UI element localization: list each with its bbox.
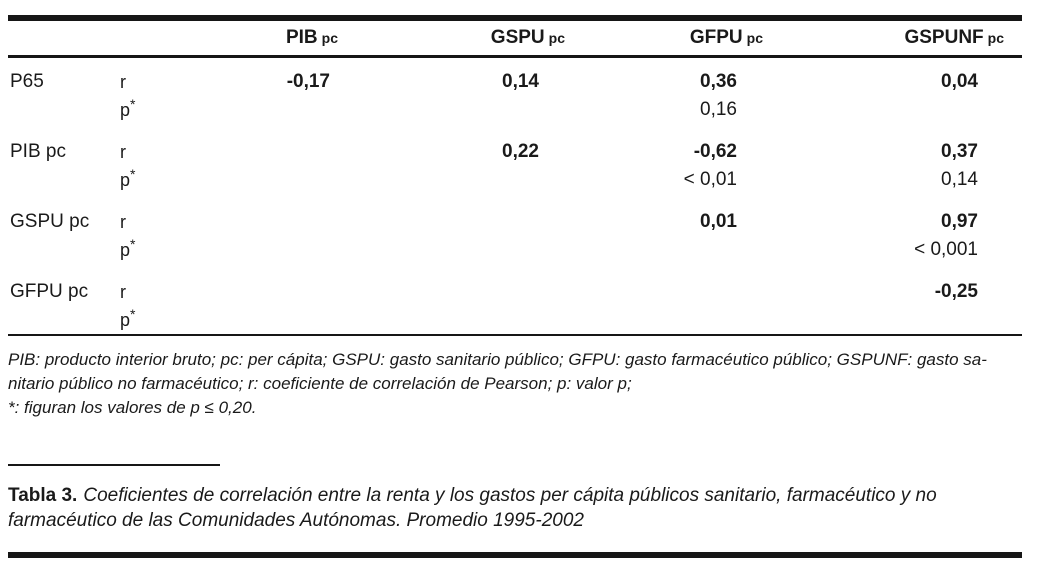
- table-footnotes: PIB: producto interior bruto; pc: per cá…: [8, 336, 1022, 420]
- stat-label-r: r: [120, 211, 126, 232]
- correlation-cell: -0,17: [286, 71, 330, 92]
- p-value-cell: 0,16: [700, 99, 737, 120]
- correlation-cell: 0,97: [941, 211, 978, 232]
- column-header-gfpu: GFPU pc: [565, 27, 763, 49]
- column-header-label: GFPU: [689, 27, 743, 48]
- stat-label-p-text: p: [120, 239, 131, 260]
- stat-label-p: p*: [113, 97, 175, 121]
- table-caption: Tabla 3. Coeficientes de correlación entr…: [8, 483, 1018, 533]
- column-header-gspunf: GSPUNF pc: [763, 27, 1022, 49]
- stat-label-p: p*: [113, 237, 175, 261]
- table-header-row: PIB pc GSPU pc GFPU pc GSPUNF pc: [8, 21, 1022, 58]
- correlation-cell: 0,36: [700, 71, 737, 92]
- row-label: PIB pc: [10, 141, 66, 162]
- p-value-cell: < 0,001: [914, 239, 978, 260]
- footnote-line: PIB: producto interior bruto; pc: per cá…: [8, 350, 987, 369]
- column-header-label: PIB: [285, 27, 318, 48]
- caption-text: Coeficientes de correlación entre la ren…: [8, 485, 937, 531]
- caption-rule: [8, 464, 220, 466]
- stat-label-p-text: p: [120, 169, 131, 190]
- footnote-rule: [8, 334, 1022, 336]
- table-group-gspu: GSPU pc r 0,01 0,97 p* < 0,001: [8, 194, 1022, 264]
- stat-label-p-asterisk: *: [130, 305, 136, 322]
- stat-label-p-text: p: [120, 309, 131, 330]
- correlation-cell: 0,14: [502, 71, 539, 92]
- row-label: GSPU pc: [10, 211, 90, 232]
- stat-label-p-text: p: [120, 99, 131, 120]
- correlation-cell: 0,04: [941, 71, 978, 92]
- correlation-cell: 0,37: [941, 141, 978, 162]
- stat-label-p-asterisk: *: [130, 165, 136, 182]
- row-label: GFPU pc: [10, 281, 89, 302]
- column-header-unit: pc: [746, 30, 763, 46]
- top-rule: [8, 15, 1022, 21]
- correlation-cell: 0,01: [700, 211, 737, 232]
- column-header-label: GSPUNF: [904, 27, 984, 48]
- stat-label-r: r: [120, 141, 126, 162]
- footnote-line: nitario público no farmacéutico; r: coef…: [8, 374, 632, 393]
- stat-label-p: p*: [113, 167, 175, 191]
- stat-label-r: r: [120, 71, 126, 92]
- table-group-gfpu: GFPU pc r -0,25 p*: [8, 264, 1022, 334]
- column-header-pib: PIB pc: [175, 27, 338, 49]
- column-header-gspu: GSPU pc: [338, 27, 565, 49]
- table-group-pib: PIB pc r 0,22 -0,62 0,37 p* < 0,01 0,14: [8, 124, 1022, 194]
- column-header-unit: pc: [321, 30, 338, 46]
- column-header-unit: pc: [987, 30, 1004, 46]
- correlation-cell: -0,62: [693, 141, 737, 162]
- row-label: P65: [10, 71, 44, 92]
- footnote-line: *: figuran los valores de p ≤ 0,20.: [8, 398, 257, 417]
- bottom-rule: [8, 552, 1022, 558]
- stat-label-p-asterisk: *: [130, 235, 136, 252]
- column-header-unit: pc: [548, 30, 565, 46]
- p-value-cell: 0,14: [941, 169, 978, 190]
- stat-label-r: r: [120, 281, 126, 302]
- correlation-cell: -0,25: [934, 281, 978, 302]
- p-value-cell: < 0,01: [683, 169, 737, 190]
- caption-label: Tabla 3.: [8, 485, 78, 506]
- table-group-p65: P65 r -0,17 0,14 0,36 0,04 p* 0,16: [8, 58, 1022, 124]
- stat-label-p-asterisk: *: [130, 95, 136, 112]
- column-header-label: GSPU: [490, 27, 545, 48]
- correlation-cell: 0,22: [502, 141, 539, 162]
- stat-label-p: p*: [113, 307, 175, 331]
